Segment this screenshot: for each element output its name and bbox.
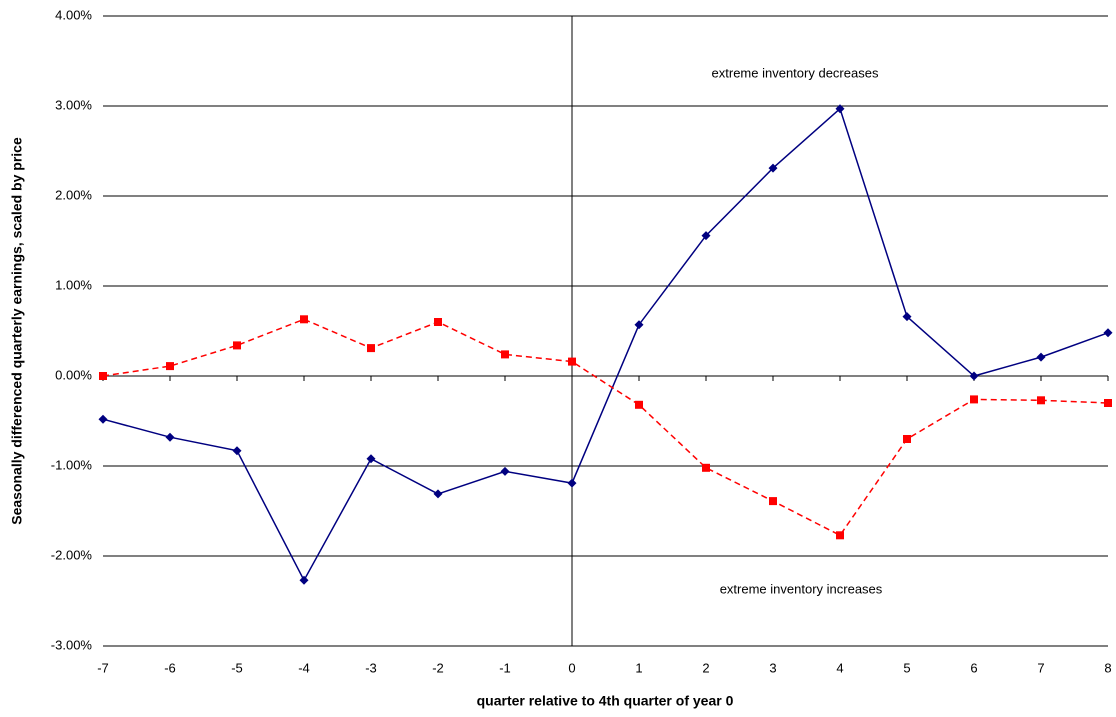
point bbox=[367, 344, 375, 353]
y-tick-label: -1.00% bbox=[51, 457, 93, 472]
x-tick-label: -5 bbox=[231, 660, 243, 675]
x-tick-label: -2 bbox=[432, 660, 444, 675]
x-tick-label: 6 bbox=[970, 660, 977, 675]
x-tick-label: 7 bbox=[1037, 660, 1044, 675]
point bbox=[300, 315, 308, 324]
y-tick-label: -3.00% bbox=[51, 637, 93, 652]
point bbox=[567, 478, 577, 488]
y-tick-label: 1.00% bbox=[55, 277, 92, 292]
y-tick-label: 3.00% bbox=[55, 97, 92, 112]
point bbox=[99, 372, 107, 380]
point bbox=[702, 463, 710, 472]
point bbox=[836, 531, 844, 540]
point bbox=[1037, 396, 1045, 405]
x-tick-label: 4 bbox=[836, 660, 843, 675]
point bbox=[701, 231, 711, 241]
x-tick-label: -3 bbox=[365, 660, 377, 675]
point bbox=[970, 395, 978, 404]
point bbox=[434, 318, 442, 326]
point bbox=[165, 432, 175, 442]
point bbox=[500, 466, 510, 476]
x-tick-label: 0 bbox=[568, 660, 575, 675]
point bbox=[1036, 352, 1046, 362]
point bbox=[769, 497, 777, 506]
point bbox=[903, 435, 911, 443]
series-line bbox=[102, 318, 1109, 537]
point bbox=[433, 489, 443, 499]
x-tick-label: 5 bbox=[903, 660, 910, 675]
x-tick-label: 1 bbox=[635, 660, 642, 675]
point bbox=[902, 312, 912, 322]
x-tick-label: -1 bbox=[499, 660, 511, 675]
point bbox=[969, 371, 979, 381]
y-tick-label: 2.00% bbox=[55, 187, 92, 202]
y-axis-title: Seasonally differenced quarterly earning… bbox=[9, 137, 25, 525]
point bbox=[1104, 399, 1112, 407]
point bbox=[166, 362, 174, 371]
point bbox=[299, 575, 309, 585]
x-tick-label: -4 bbox=[298, 660, 310, 675]
point bbox=[233, 341, 241, 350]
point bbox=[768, 163, 778, 173]
x-tick-label: 8 bbox=[1104, 660, 1111, 675]
x-tick-label: -7 bbox=[97, 660, 109, 675]
x-axis-title: quarter relative to 4th quarter of year … bbox=[477, 693, 734, 709]
annotation: extreme inventory decreases bbox=[712, 65, 879, 80]
point bbox=[634, 320, 644, 330]
y-tick-label: 0.00% bbox=[55, 367, 92, 382]
x-tick-label: -6 bbox=[164, 660, 176, 675]
point bbox=[635, 400, 643, 409]
series-line bbox=[102, 107, 1109, 582]
point bbox=[501, 350, 509, 359]
annotation: extreme inventory increases bbox=[720, 581, 883, 596]
point bbox=[232, 446, 242, 456]
point bbox=[835, 104, 845, 114]
point bbox=[568, 357, 576, 366]
x-tick-label: 3 bbox=[769, 660, 776, 675]
x-tick-label: 2 bbox=[702, 660, 709, 675]
point bbox=[98, 414, 108, 424]
y-tick-label: -2.00% bbox=[51, 547, 93, 562]
point bbox=[366, 454, 376, 464]
y-tick-label: 4.00% bbox=[55, 7, 92, 22]
point bbox=[1103, 328, 1113, 338]
